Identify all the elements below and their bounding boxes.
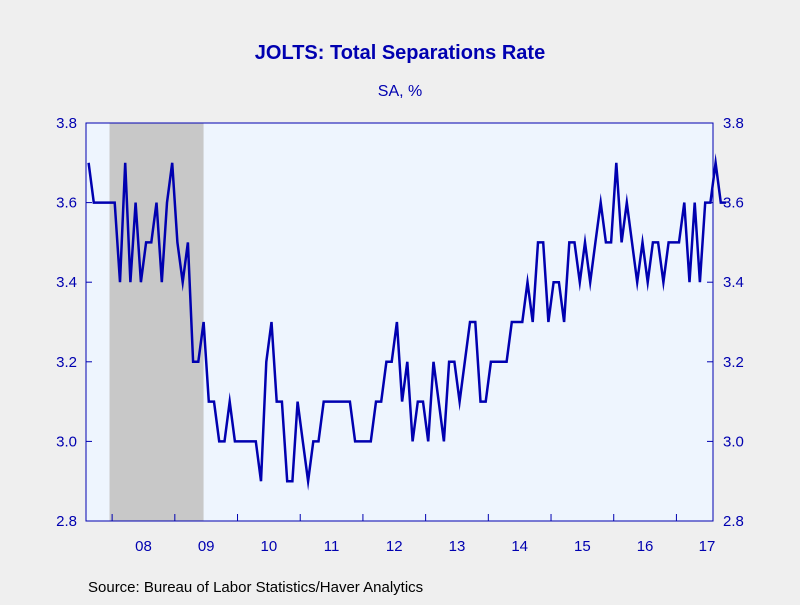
plot-area: 2.8 2.8 3.0 3.0 3.2 3.2 3.4 3.4 3.6 3.6 3.8 3.8 08 09… bbox=[56, 115, 744, 555]
y-tick-label-left: 3.6 bbox=[56, 195, 77, 212]
y-tick-label-right: 3.4 bbox=[723, 274, 744, 291]
x-tick-label: 13 bbox=[449, 538, 466, 555]
x-tick-label: 11 bbox=[324, 538, 340, 555]
x-tick-label: 16 bbox=[637, 538, 654, 555]
y-tick-label-left: 3.4 bbox=[56, 274, 77, 291]
x-tick-label: 10 bbox=[261, 538, 278, 555]
plot-frame bbox=[85, 122, 714, 522]
x-tick-label: 17 bbox=[699, 538, 716, 555]
y-tick-label-right: 3.0 bbox=[723, 433, 744, 450]
y-tick-label-right: 3.8 bbox=[723, 115, 744, 132]
x-tick-label: 08 bbox=[135, 538, 152, 555]
x-tick-label: 09 bbox=[198, 538, 215, 555]
series-line bbox=[87, 153, 727, 491]
y-tick-label-left: 3.8 bbox=[56, 115, 77, 132]
chart-title: JOLTS: Total Separations Rate bbox=[255, 42, 545, 64]
y-tick-label-left: 3.0 bbox=[56, 433, 77, 450]
y-tick-label-left: 2.8 bbox=[56, 513, 77, 530]
x-tick-label: 15 bbox=[574, 538, 591, 555]
y-tick-label-right: 2.8 bbox=[723, 513, 744, 530]
x-tick-label: 12 bbox=[386, 538, 403, 555]
source-note: Source: Bureau of Labor Statistics/Haver… bbox=[88, 579, 423, 596]
x-tick-label: 14 bbox=[511, 538, 528, 555]
y-tick-label-right: 3.6 bbox=[723, 195, 744, 212]
chart-subtitle: SA, % bbox=[378, 83, 422, 100]
y-tick-label-right: 3.2 bbox=[723, 354, 744, 371]
y-tick-label-left: 3.2 bbox=[56, 354, 77, 371]
